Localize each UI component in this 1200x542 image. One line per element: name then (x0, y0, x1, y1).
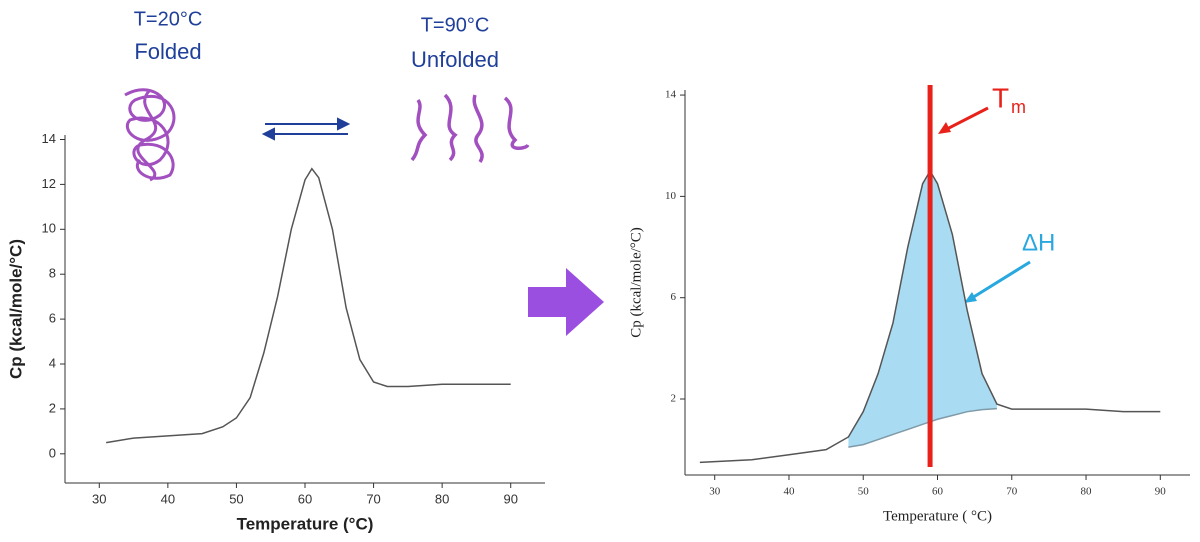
y-axis-label: Cp (kcal/mole/°C) (628, 227, 644, 338)
y-axis-label: Cp (kcal/mole/°C) (6, 239, 25, 379)
annotation-arrow (971, 260, 1031, 300)
annotation-arrow-head (964, 292, 977, 303)
x-tick-label: 80 (1081, 486, 1093, 498)
x-tick-label: 30 (92, 491, 106, 506)
y-tick-label: 10 (42, 221, 56, 236)
x-tick-label: 60 (932, 486, 944, 498)
unfolded-protein (410, 93, 530, 163)
x-tick-label: 50 (229, 491, 243, 506)
annotation: m (1011, 97, 1026, 117)
annotation: Folded (134, 39, 201, 64)
x-axis-label: Temperature (°C) (237, 514, 374, 533)
annotation-arrow (944, 106, 989, 132)
y-tick-label: 12 (42, 176, 56, 191)
x-tick-label: 40 (161, 491, 175, 506)
data-line (848, 407, 997, 448)
chart: 2 6 10 14 30 40 50 60 70 80 90 Temperature ( °C) Cp … (628, 85, 1190, 524)
y-tick-label: 6 (671, 291, 677, 303)
chart: 0 2 4 6 8 10 12 14 30 40 50 60 70 80 90 Temperature (°C… (6, 131, 545, 533)
y-tick-label: 6 (49, 311, 56, 326)
annotation-arrow-head (938, 122, 951, 134)
annotation: T=20°C (134, 8, 203, 30)
x-tick-label: 80 (435, 491, 449, 506)
y-tick-label: 14 (42, 131, 56, 146)
x-tick-label: 40 (783, 486, 795, 498)
x-tick-label: 90 (503, 491, 517, 506)
equilibrium-arrows (261, 117, 351, 141)
annotation: T=90°C (421, 14, 490, 36)
y-tick-label: 8 (49, 266, 56, 281)
x-tick-label: 70 (1006, 486, 1018, 498)
y-tick-label: 4 (49, 355, 56, 370)
x-tick-label: 30 (709, 486, 721, 498)
annotation: T (992, 82, 1009, 113)
process-arrow (528, 268, 604, 336)
x-tick-label: 90 (1155, 486, 1167, 498)
annotation: Unfolded (411, 47, 499, 72)
folded-protein (124, 88, 176, 182)
data-line (106, 167, 511, 444)
y-tick-label: 10 (665, 190, 677, 202)
x-tick-label: 50 (858, 486, 870, 498)
x-tick-label: 70 (366, 491, 380, 506)
annotation: ΔH (1022, 229, 1055, 256)
area (848, 171, 997, 448)
y-tick-label: 14 (665, 89, 677, 101)
y-tick-label: 2 (671, 393, 677, 405)
x-tick-label: 60 (298, 491, 312, 506)
y-tick-label: 2 (49, 400, 56, 415)
x-axis-label: Temperature ( °C) (883, 508, 992, 524)
y-tick-label: 0 (49, 445, 56, 460)
